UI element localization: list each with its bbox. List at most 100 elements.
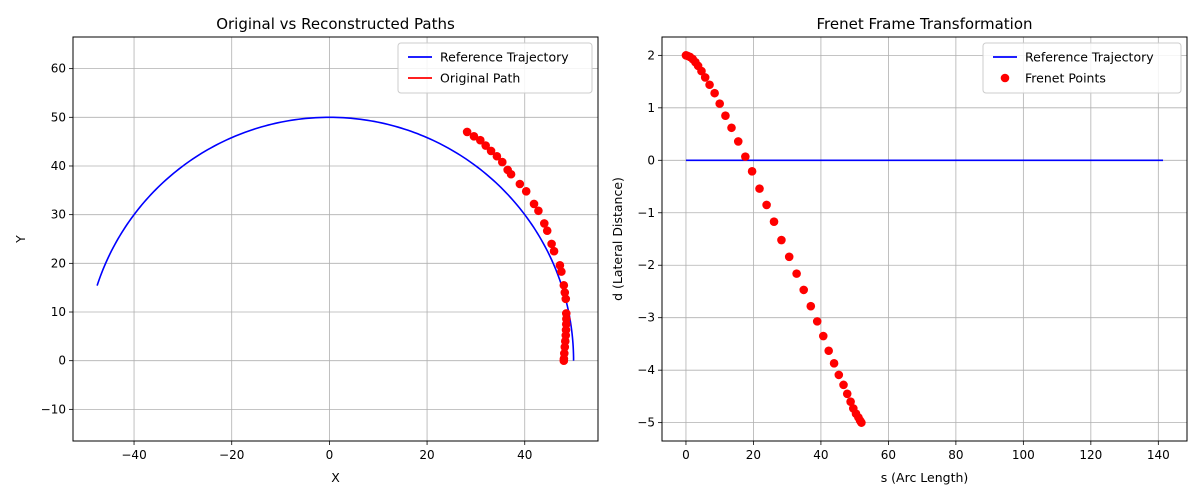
legend-label: Reference Trajectory [1025, 50, 1154, 65]
y-tick-label: 50 [51, 110, 66, 124]
data-point [705, 80, 714, 90]
x-tick-label: 40 [813, 448, 828, 462]
data-point [697, 66, 706, 76]
x-axis-label: X [331, 470, 340, 485]
data-point [555, 260, 565, 270]
data-point [715, 99, 724, 108]
data-point [721, 111, 730, 120]
y-axis-label: Y [13, 235, 28, 244]
ticks: 0 20 40 60 80 100 120 140 −5 −4 −3 −2 −1 0 1 2 [637, 48, 1169, 462]
x-tick-label: 20 [746, 448, 761, 462]
y-tick-label: 20 [51, 256, 66, 270]
series-layer [681, 51, 1164, 427]
x-tick-label: 80 [948, 448, 963, 462]
y-tick-label: −3 [637, 311, 655, 325]
y-axis-label: d (Lateral Distance) [610, 177, 625, 301]
y-tick-label: −5 [637, 416, 655, 430]
data-point [762, 200, 771, 210]
data-point [710, 88, 719, 98]
data-point [476, 135, 485, 145]
data-point [784, 252, 794, 262]
ticks: −40 −20 0 20 40 −10 0 10 20 30 40 50 60 [41, 62, 533, 462]
data-point [839, 380, 848, 390]
data-point [561, 294, 571, 304]
data-point [481, 141, 490, 150]
x-axis-label: s (Arc Length) [881, 470, 969, 485]
series-line-reference-trajectory [96, 116, 575, 361]
data-point [727, 123, 736, 133]
data-point [549, 246, 559, 256]
legend-box [982, 42, 1182, 94]
data-point [700, 73, 710, 82]
data-point [857, 418, 866, 427]
y-tick-label: 60 [51, 62, 66, 76]
y-tick-label: −4 [637, 363, 655, 377]
x-tick-label: 100 [1012, 448, 1035, 462]
data-point [824, 346, 833, 356]
data-point [559, 280, 569, 290]
x-tick-label: 120 [1079, 448, 1102, 462]
data-point [806, 301, 816, 311]
data-point [486, 146, 496, 156]
legend-box [397, 42, 593, 94]
data-point [769, 217, 779, 226]
x-tick-label: 20 [419, 448, 434, 462]
data-point [799, 285, 809, 295]
data-point [469, 132, 479, 141]
legend-label: Original Path [440, 71, 520, 86]
data-point [777, 235, 786, 245]
data-point [492, 151, 502, 161]
legend: Reference Trajectory Original Path [397, 42, 593, 94]
data-point [792, 269, 801, 278]
y-tick-label: 10 [51, 305, 66, 319]
plot-area [73, 37, 598, 441]
data-point [846, 397, 855, 406]
data-point [829, 359, 839, 368]
axes-frame [661, 36, 1188, 442]
data-point [503, 165, 512, 175]
series-layer [96, 116, 575, 365]
y-tick-label: 30 [51, 208, 66, 222]
y-tick-label: 1 [647, 101, 655, 115]
data-point [747, 167, 757, 176]
x-tick-label: 0 [326, 448, 334, 462]
plot-area [662, 37, 1187, 441]
y-tick-label: 2 [647, 48, 655, 62]
x-tick-label: 40 [517, 448, 532, 462]
y-tick-label: −2 [637, 258, 655, 272]
data-point [547, 239, 556, 249]
data-point [818, 331, 828, 341]
data-point [529, 199, 539, 209]
x-tick-label: 140 [1147, 448, 1170, 462]
x-tick-label: 60 [881, 448, 896, 462]
chart-title: Frenet Frame Transformation [816, 15, 1032, 33]
legend-label: Frenet Points [1025, 71, 1106, 86]
data-point [842, 389, 852, 399]
x-tick-label: −20 [219, 448, 244, 462]
y-tick-label: 40 [51, 159, 66, 173]
y-tick-label: −10 [41, 402, 66, 416]
data-point [521, 187, 531, 196]
x-tick-label: −40 [121, 448, 146, 462]
legend-swatch [1000, 73, 1010, 83]
data-point [539, 219, 549, 228]
y-tick-label: 0 [647, 153, 655, 167]
subplot-frenet-frame: 0 20 40 60 80 100 120 140 −5 −4 −3 −2 −1 0 1 2 Frenet F… [610, 15, 1188, 485]
legend: Reference Trajectory Frenet Points [982, 42, 1182, 94]
data-point [834, 370, 844, 380]
data-point [733, 137, 743, 146]
data-point [755, 184, 764, 193]
y-tick-label: 0 [58, 354, 66, 368]
legend-label: Reference Trajectory [440, 50, 569, 65]
data-point [515, 179, 525, 189]
data-point [741, 152, 750, 161]
data-point [462, 127, 472, 137]
y-tick-label: −1 [637, 206, 655, 220]
data-point [560, 288, 570, 297]
subplot-original-vs-reconstructed: −40 −20 0 20 40 −10 0 10 20 30 40 50 60 Original vs … [13, 15, 599, 485]
x-tick-label: 0 [682, 448, 690, 462]
data-point [561, 309, 571, 318]
axes-frame [72, 36, 599, 442]
data-point [542, 226, 552, 236]
